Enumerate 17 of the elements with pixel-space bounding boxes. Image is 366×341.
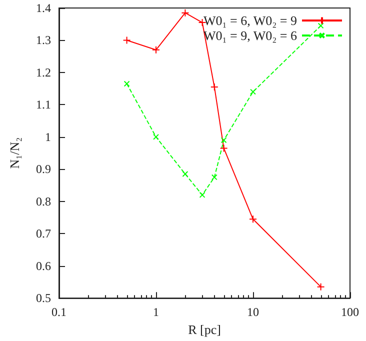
y-tick-label: 1.1	[36, 98, 51, 112]
x-tick-label: 1	[153, 305, 159, 320]
y-tick-label: 0.8	[36, 194, 51, 208]
y-tick-label: 0.9	[36, 162, 51, 176]
y-tick-label: 1.4	[36, 1, 51, 15]
x-axis-title: R [pc]	[188, 322, 221, 337]
x-tick-label: 0.1	[52, 305, 66, 320]
legend-label: W0₁ = 6, W0₂ = 9	[203, 13, 297, 28]
y-tick-label: 1.2	[36, 65, 51, 80]
y-tick-label: 0.7	[36, 226, 51, 241]
y-tick-label: 0.6	[36, 258, 51, 273]
y-tick-label: 0.5	[36, 291, 51, 306]
x-tick-label: 100	[341, 305, 359, 320]
y-tick-label: 1.3	[36, 33, 51, 48]
y-axis-title: N₁/N₂	[7, 137, 22, 169]
x-tick-label: 10	[247, 305, 259, 320]
y-tick-label: 1	[45, 130, 51, 144]
